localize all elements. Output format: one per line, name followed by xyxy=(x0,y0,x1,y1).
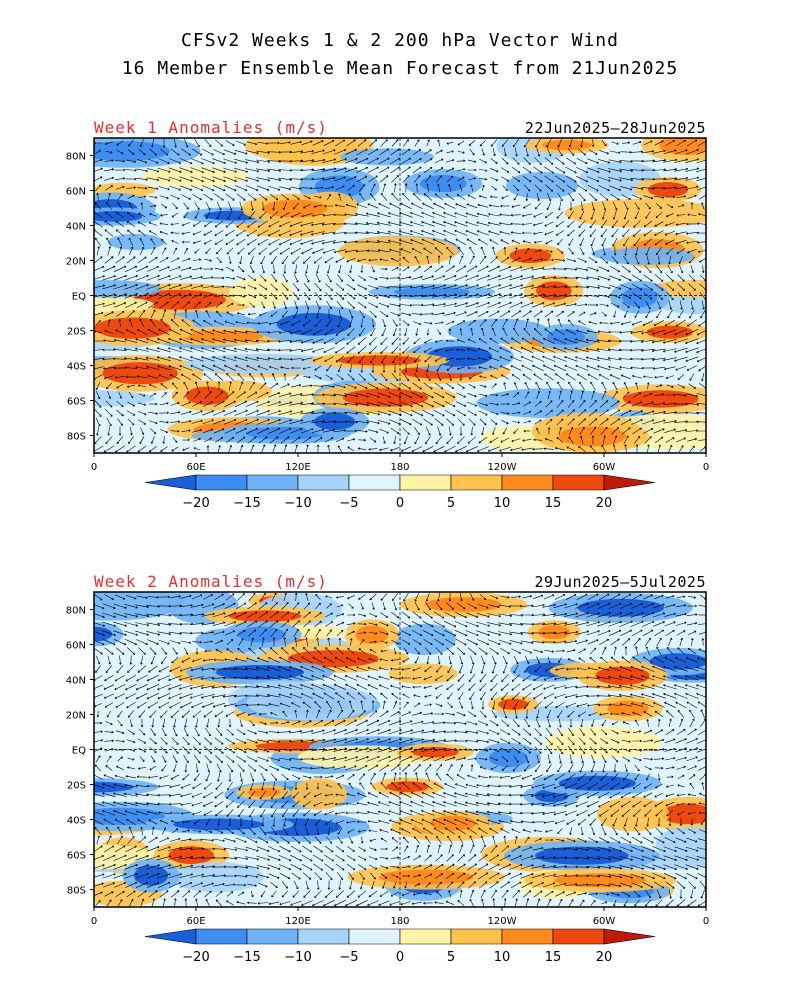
lat-label: 80S xyxy=(67,886,86,897)
colorbar-label: −10 xyxy=(284,950,311,965)
colorbar-segment xyxy=(552,928,605,945)
colorbar-label: −5 xyxy=(339,950,358,965)
lon-label: 60W xyxy=(593,462,616,473)
colorbar-segment xyxy=(501,928,554,945)
colorbar-label: −15 xyxy=(233,950,260,965)
lat-label: 40N xyxy=(66,222,86,233)
lat-label: 80N xyxy=(66,152,86,163)
colorbar-segment xyxy=(450,474,503,491)
lat-label: 60N xyxy=(66,187,86,198)
colorbar-segment xyxy=(603,474,656,491)
lon-label: 120W xyxy=(488,462,517,473)
colorbar-label: 20 xyxy=(596,496,613,511)
colorbar-label: −10 xyxy=(284,496,311,511)
lon-label: 0 xyxy=(703,462,709,473)
colorbar-segment xyxy=(450,928,503,945)
map-panel-2: 80N 60N 40N 20N EQ 20S 40S 60S 80S 0 60E 120E 180 120… xyxy=(66,591,709,927)
lat-label: 40S xyxy=(67,816,86,827)
figure-title-line2: 16 Member Ensemble Mean Forecast from 21… xyxy=(121,58,679,79)
lat-label: EQ xyxy=(72,292,86,303)
colorbar-segment xyxy=(501,474,554,491)
lat-label: 80N xyxy=(66,606,86,617)
colorbar-segment xyxy=(246,928,299,945)
lat-label: 20N xyxy=(66,257,86,268)
colorbar-segment xyxy=(195,928,248,945)
panel1-title: Week 1 Anomalies (m/s) xyxy=(94,118,328,137)
lat-label: 20S xyxy=(67,781,86,792)
colorbar-label: −15 xyxy=(233,496,260,511)
lon-label: 60W xyxy=(593,916,616,927)
lat-label: 40S xyxy=(67,362,86,373)
colorbar-label: −20 xyxy=(182,950,209,965)
lat-label: 20N xyxy=(66,711,86,722)
colorbar-label: 5 xyxy=(447,496,455,511)
lat-label: 80S xyxy=(67,432,86,443)
colorbar-label: 0 xyxy=(396,950,404,965)
lon-label: 0 xyxy=(91,916,97,927)
colorbar-label: 5 xyxy=(447,950,455,965)
lon-label: 0 xyxy=(703,916,709,927)
colorbar-2: −20 −15 −10 −5 0 5 10 15 20 xyxy=(144,928,656,965)
colorbar-segment xyxy=(246,474,299,491)
lon-label: 60E xyxy=(186,462,205,473)
colorbar-label: 10 xyxy=(494,496,511,511)
colorbar-segment xyxy=(603,928,656,945)
lon-label: 60E xyxy=(186,916,205,927)
colorbar-label: 10 xyxy=(494,950,511,965)
lon-label: 120E xyxy=(285,462,310,473)
map-panel-1: 80N 60N 40N 20N EQ 20S 40S 60S 80S 0 60E 120E 180 120… xyxy=(66,137,709,473)
colorbar-segment xyxy=(144,474,197,491)
colorbar-segment xyxy=(399,928,452,945)
colorbar-label: 15 xyxy=(545,950,562,965)
lat-label: 60S xyxy=(67,851,86,862)
colorbar-segment xyxy=(297,928,350,945)
panel2-title: Week 2 Anomalies (m/s) xyxy=(94,572,328,591)
lon-label: 180 xyxy=(390,462,409,473)
colorbar-label: 0 xyxy=(396,496,404,511)
figure-title-line1: CFSv2 Weeks 1 & 2 200 hPa Vector Wind xyxy=(181,30,619,51)
colorbar-segment xyxy=(144,928,197,945)
wind-vectors xyxy=(94,138,706,453)
colorbar-segment xyxy=(552,474,605,491)
colorbar-label: 20 xyxy=(596,950,613,965)
colorbar-segment xyxy=(399,474,452,491)
lat-label: EQ xyxy=(72,746,86,757)
anomaly-shading xyxy=(94,138,706,453)
colorbar-label: −5 xyxy=(339,496,358,511)
lon-label: 0 xyxy=(91,462,97,473)
lat-label: 60N xyxy=(66,641,86,652)
lon-label: 180 xyxy=(390,916,409,927)
colorbar-label: 15 xyxy=(545,496,562,511)
lat-label: 20S xyxy=(67,327,86,338)
colorbar-1: −20 −15 −10 −5 0 5 10 15 20 xyxy=(144,474,656,511)
lat-label: 40N xyxy=(66,676,86,687)
lat-label: 60S xyxy=(67,397,86,408)
colorbar-segment xyxy=(348,474,401,491)
colorbar-label: −20 xyxy=(182,496,209,511)
panel1-dates: 22Jun2025—28Jun2025 xyxy=(524,119,706,137)
colorbar-segment xyxy=(348,928,401,945)
lon-label: 120E xyxy=(285,916,310,927)
wind-vectors xyxy=(94,592,706,907)
lon-label: 120W xyxy=(488,916,517,927)
panel2-dates: 29Jun2025—5Jul2025 xyxy=(534,573,706,591)
colorbar-segment xyxy=(195,474,248,491)
colorbar-segment xyxy=(297,474,350,491)
